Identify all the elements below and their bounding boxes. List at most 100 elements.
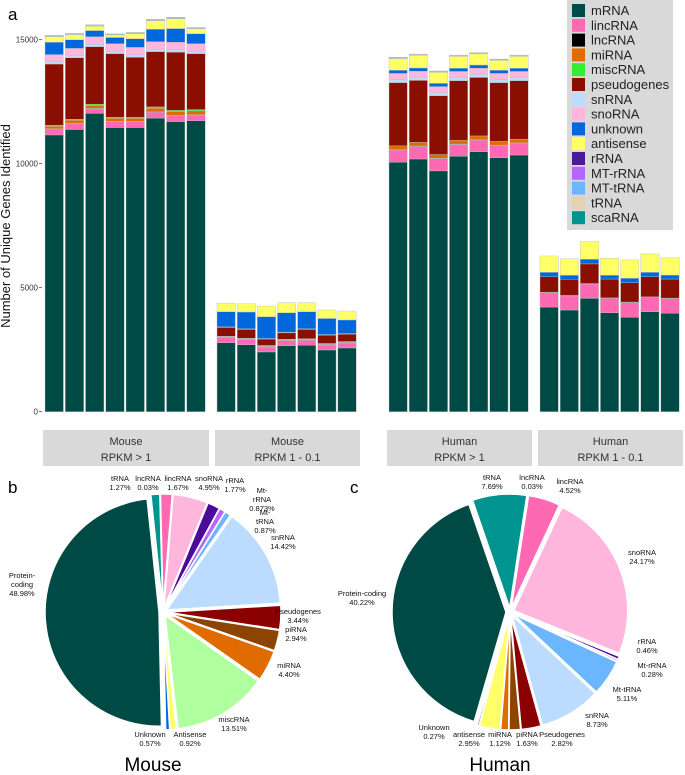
bar-segment-mRNA [559, 309, 579, 412]
bar-segment-pseudogenes [489, 82, 509, 142]
bar-segment-lincRNA [509, 143, 529, 156]
bar-segment-unknown [236, 311, 256, 330]
bar-segment-mRNA [297, 345, 317, 412]
bar-segment-snoRNA [65, 48, 84, 56]
bar-segment-unknown [317, 318, 337, 335]
bar-segment-mRNA [620, 317, 640, 412]
bar-segment-mRNA [277, 345, 296, 412]
legend-label: mRNA [591, 3, 630, 18]
pie-label-pct: 0.92% [179, 739, 201, 748]
bar-segment-pseudogenes [166, 51, 186, 111]
bar-segment-unknown [186, 33, 206, 44]
pie-label-pct: 40.22% [349, 598, 375, 607]
bar-segment-miRNA [408, 142, 428, 147]
bar-segment-mRNA [85, 113, 105, 412]
pie-label-name: Mt-rRNA [253, 486, 271, 504]
bar-segment-pseudogenes [297, 329, 317, 339]
pie-label-pct: 8.73% [586, 720, 608, 729]
facet-strip [538, 430, 683, 466]
bar-segment-unknown [44, 41, 64, 55]
pie-label-name: Protein-coding [9, 571, 36, 589]
bar-segment-miRNA [166, 111, 186, 116]
bar-segment-pseudogenes [146, 51, 165, 108]
legend-label: MT-tRNA [591, 181, 645, 196]
legend-swatch-scaRNA [572, 211, 585, 225]
bar-segment-antisense [317, 309, 337, 319]
bar-segment-miRNA [429, 154, 448, 159]
bar-segment-mRNA [388, 162, 408, 412]
facet-label-line1: Mouse [109, 436, 142, 448]
bar-segment-antisense [236, 303, 256, 313]
pie-label-pct: 1.77% [224, 485, 246, 494]
pie-label-pct: 0.873% [249, 504, 275, 513]
legend-label: lincRNA [591, 18, 638, 33]
facet-label-line2: RPKM 1 - 0.1 [577, 452, 643, 464]
pie-label-name: piRNA [285, 625, 307, 634]
bar-segment-mRNA [539, 306, 559, 412]
pie-label-name: lincRNA [164, 474, 191, 483]
bar-chart: 0 5000 10000 15000 Mouse RPKM > 1 Mouse RPKM 1 … [16, 17, 683, 466]
bar-segment-mRNA [44, 134, 64, 412]
y-tick-label: 15000 [16, 36, 39, 45]
pie-label-name: lincRNA [556, 477, 583, 486]
bar-segment-antisense [216, 303, 236, 312]
pie-label-pct: 2.95% [458, 739, 480, 748]
legend-label: miRNA [591, 47, 632, 62]
bar-segment-mRNA [337, 347, 357, 412]
legend-swatch-tRNA [572, 196, 585, 210]
bar-segment-mRNA [146, 117, 165, 412]
legend-swatch-miscRNA [572, 63, 585, 77]
pie-label-name-part: Mt- [260, 508, 271, 517]
bar-segment-lincRNA [105, 121, 125, 128]
pie-label-pct: 24.17% [629, 557, 655, 566]
pie-slice-Mt-tRNA [164, 510, 232, 610]
bar-segment-lincRNA [85, 108, 105, 114]
bar-segment-pseudogenes [509, 80, 529, 140]
pie-label-name: miRNA [277, 661, 301, 670]
bar-segment-pseudogenes [105, 53, 125, 118]
bar-segment-pseudogenes [408, 80, 428, 143]
pie-label-pct: 1.27% [109, 483, 131, 492]
facet-label-line1: Mouse [271, 436, 304, 448]
bar-segment-pseudogenes [44, 63, 64, 126]
bar-segment-pseudogenes [85, 46, 105, 105]
pie-label-pct: 0.57% [139, 739, 161, 748]
bar-segment-mRNA [640, 311, 660, 412]
bar-segment-snRNA [65, 55, 84, 59]
bar-segment-mRNA [65, 129, 84, 412]
bar-segment-antisense [539, 255, 559, 273]
bar-segment-unknown [105, 37, 125, 44]
bar-segment-lincRNA [317, 344, 337, 351]
bar-segment-snRNA [429, 92, 448, 96]
bar-segment-snoRNA [388, 73, 408, 80]
bar-segment-mRNA [429, 170, 448, 412]
bar-segment-snRNA [449, 77, 468, 81]
pie-label-pct: 13.51% [221, 724, 247, 733]
bar-segment-unknown [297, 311, 317, 330]
legend-label: tRNA [591, 195, 622, 210]
bar-segment-miRNA [85, 105, 105, 109]
bar-segment-miRNA [449, 140, 468, 145]
bar-segment-lincRNA [388, 149, 408, 163]
pie-slice-snRNA [164, 515, 282, 611]
bar-segment-antisense [125, 33, 145, 39]
bar-segment-unknown [125, 38, 145, 48]
pie-slice-miscRNA [164, 613, 260, 730]
bar-segment-mRNA [600, 312, 619, 412]
legend-label: pseudogenes [591, 77, 670, 92]
bar-segment-snRNA [186, 50, 206, 54]
bar-segment-unknown [449, 68, 468, 72]
legend-swatch-antisense [572, 137, 585, 151]
bar-segment-pseudogenes [388, 82, 408, 147]
legend-swatch-lincRNA [572, 18, 585, 32]
bar-segment-mRNA [166, 121, 186, 412]
bar-segment-pseudogenes [469, 77, 489, 137]
panel-label-b: b [8, 478, 17, 497]
legend-swatch-unknown [572, 122, 585, 136]
bar-segment-pseudogenes [125, 57, 145, 118]
bar-segment-lincRNA [236, 339, 256, 345]
bar-segment-antisense [166, 18, 186, 29]
pie-label-name-part: tRNA [256, 517, 274, 526]
bar-segment-miRNA [469, 135, 489, 140]
